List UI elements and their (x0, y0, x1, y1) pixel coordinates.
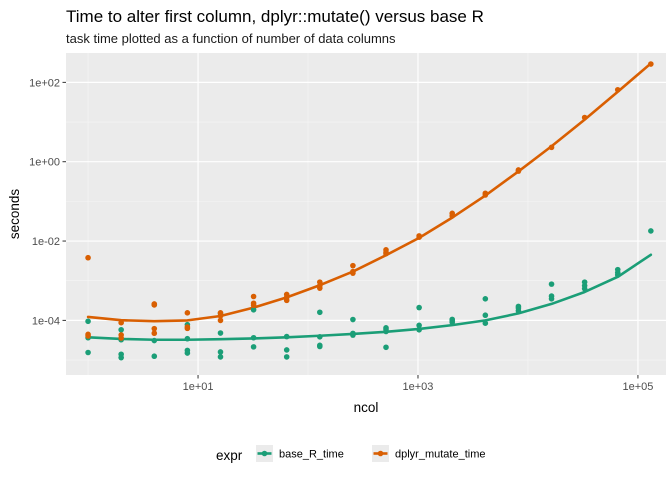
base-R-time-point (151, 337, 158, 344)
base-R-time-point (383, 325, 389, 331)
base-R-time-point (317, 309, 323, 316)
base-R-time-point (217, 349, 224, 355)
base-R-time-fit-line (86, 253, 653, 342)
dplyr-mutate-time-point (350, 262, 356, 269)
dplyr-mutate-time-point (85, 331, 91, 338)
base-R-time-point (118, 351, 124, 358)
dplyr-mutate-time-point (614, 86, 621, 93)
y-tick-label: 1e+00 (29, 157, 60, 169)
dplyr-mutate-time-legend-point (377, 450, 384, 457)
base-R-time-point (482, 296, 489, 302)
base-R-time-legend-label: base_R_time (279, 449, 344, 461)
x-tick-label: 1e+05 (622, 381, 653, 393)
dplyr-mutate-time-point (85, 254, 91, 261)
y-tick-label: 1e+02 (29, 77, 60, 89)
y-axis-title: seconds (7, 189, 22, 240)
base-R-time-point (151, 353, 158, 360)
base-R-time-point (317, 342, 323, 349)
base-R-time-point (350, 330, 356, 337)
chart-subtitle: task time plotted as a function of numbe… (66, 31, 396, 46)
base-R-time-point (250, 306, 257, 313)
dplyr-mutate-time-point (317, 279, 323, 285)
dplyr-mutate-time-point (151, 301, 158, 307)
minor-gridlines (66, 53, 666, 375)
fit-lines (86, 62, 653, 342)
dplyr-mutate-time-point (250, 300, 257, 307)
dplyr-mutate-time-point (118, 319, 124, 326)
dplyr-mutate-time-point (217, 317, 224, 324)
dplyr-mutate-time-point (383, 247, 389, 253)
dplyr-mutate-time-point (151, 325, 158, 332)
chart-title: Time to alter first column, dplyr::mutat… (66, 7, 484, 26)
dplyr-mutate-time-point (515, 167, 522, 173)
legend: expr base_R_time dplyr_mutate_time (216, 445, 486, 463)
base-R-time-point (184, 335, 191, 342)
dplyr-mutate-time-point (118, 332, 124, 338)
x-axis-title: ncol (354, 400, 379, 415)
dplyr-mutate-time-point (184, 310, 191, 316)
x-tick-label: 1e+03 (403, 381, 434, 393)
dplyr-mutate-time-point (250, 293, 257, 300)
base-R-time-point (581, 279, 588, 285)
base-R-time-legend-point (261, 450, 268, 457)
base-R-time-point (118, 326, 124, 333)
base-R-time-point (482, 320, 489, 326)
base-R-time-point (217, 354, 224, 360)
base-R-time-point (250, 344, 257, 350)
dplyr-mutate-time-point (581, 114, 588, 121)
dplyr-mutate-time-point (648, 61, 654, 67)
dplyr-mutate-time-point (350, 268, 356, 275)
dplyr-mutate-time-point (217, 310, 224, 316)
data-points (85, 61, 654, 361)
base-R-time-point (350, 316, 356, 323)
base-R-time-point (416, 326, 422, 333)
dplyr-mutate-time-point (482, 190, 489, 197)
dplyr-mutate-time-point (449, 210, 456, 217)
dplyr-mutate-time-legend-label: dplyr_mutate_time (395, 449, 486, 461)
base-R-time-point (482, 312, 489, 319)
x-tick-label: 1e+01 (183, 381, 214, 393)
base-R-time-point (416, 322, 422, 329)
base-R-time-point (648, 228, 654, 234)
base-R-time-point (283, 347, 290, 353)
base-R-time-point (614, 266, 621, 273)
x-axis-ticks: 1e+01 1e+03 1e+05 (183, 375, 653, 393)
dplyr-mutate-time-fit-line (86, 62, 653, 323)
base-R-time-point (85, 349, 91, 356)
base-R-time-point (250, 334, 257, 341)
base-R-time-point (283, 333, 290, 340)
base-R-time-point (317, 334, 323, 340)
y-tick-label: 1e-02 (32, 236, 60, 248)
legend-title: expr (216, 448, 243, 463)
base-R-time-point (515, 303, 522, 310)
base-R-time-point (85, 318, 91, 325)
dplyr-mutate-time-point (548, 144, 555, 151)
base-R-time-point (184, 347, 191, 354)
dplyr-mutate-time-point (416, 233, 422, 239)
base-R-time-point (416, 304, 422, 311)
base-R-time-point (548, 293, 555, 299)
dplyr-mutate-time-point (151, 330, 158, 337)
y-axis-ticks: 1e-04 1e-02 1e+00 1e+02 (29, 77, 66, 327)
dplyr-mutate-time-point (184, 324, 191, 330)
y-tick-label: 1e-04 (32, 315, 60, 327)
dplyr-mutate-time-point (283, 291, 290, 298)
base-R-time-point (283, 354, 290, 360)
base-R-time-point (383, 344, 389, 351)
base-R-time-point (548, 281, 555, 287)
base-R-time-point (449, 316, 456, 323)
base-R-time-point (217, 330, 224, 336)
